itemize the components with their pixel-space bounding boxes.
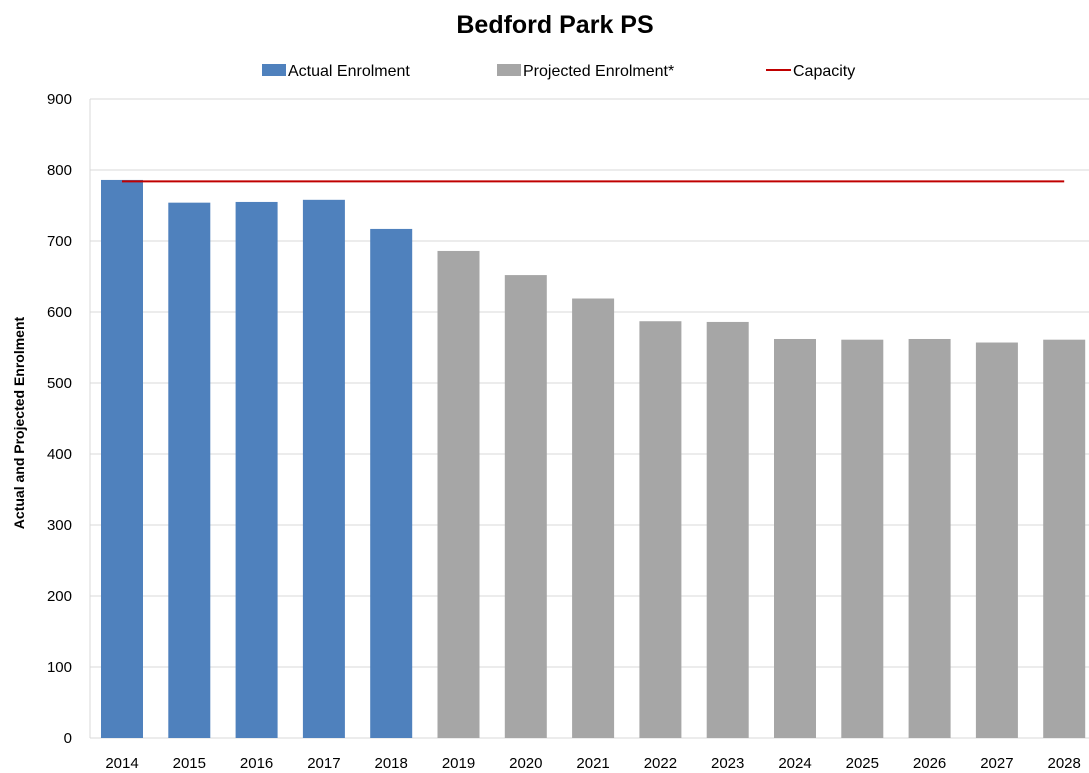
y-tick-label: 400: [47, 446, 72, 463]
bar-2015: [168, 203, 210, 738]
x-tick-label: 2025: [846, 755, 879, 772]
x-tick-label: 2028: [1048, 755, 1081, 772]
y-tick-label: 0: [64, 730, 72, 747]
x-tick-label: 2027: [980, 755, 1013, 772]
x-tick-label: 2022: [644, 755, 677, 772]
x-tick-label: 2016: [240, 755, 273, 772]
y-tick-label: 700: [47, 233, 72, 250]
x-tick-label: 2024: [778, 755, 811, 772]
legend-label: Capacity: [793, 63, 855, 80]
bar-2028: [1043, 340, 1085, 738]
x-tick-label: 2021: [576, 755, 609, 772]
y-tick-label: 800: [47, 162, 72, 179]
y-tick-label: 900: [47, 91, 72, 108]
x-tick-label: 2026: [913, 755, 946, 772]
bar-2023: [707, 322, 749, 738]
bar-2026: [909, 339, 951, 738]
x-tick-label: 2018: [375, 755, 408, 772]
legend-swatch: [497, 64, 521, 76]
y-tick-label: 100: [47, 659, 72, 676]
y-tick-label: 300: [47, 517, 72, 534]
chart-title: Bedford Park PS: [456, 11, 653, 39]
bar-2022: [639, 321, 681, 738]
legend: Actual Enrolment Projected Enrolment* Capa…: [262, 63, 855, 80]
bar-2017: [303, 200, 345, 738]
bar-2027: [976, 343, 1018, 738]
legend-label: Actual Enrolment: [288, 63, 410, 80]
y-tick-label: 600: [47, 304, 72, 321]
bar-2020: [505, 275, 547, 738]
x-tick-label: 2015: [173, 755, 206, 772]
legend-swatch: [262, 64, 286, 76]
y-axis-ticks: 0 100 200 300 400 500 600 700 800 900: [47, 91, 72, 747]
legend-label: Projected Enrolment*: [523, 63, 674, 80]
bar-2025: [841, 340, 883, 738]
x-tick-label: 2020: [509, 755, 542, 772]
bars: [101, 180, 1085, 738]
x-tick-label: 2017: [307, 755, 340, 772]
y-tick-label: 500: [47, 375, 72, 392]
x-tick-label: 2014: [105, 755, 138, 772]
y-tick-label: 200: [47, 588, 72, 605]
bar-2019: [438, 251, 480, 738]
bar-2014: [101, 180, 143, 738]
bar-2021: [572, 299, 614, 738]
bar-2016: [236, 202, 278, 738]
y-axis-title: Actual and Projected Enrolment: [11, 316, 27, 529]
bar-2024: [774, 339, 816, 738]
bar-2018: [370, 229, 412, 738]
x-axis-ticks: 2014 2015 2016 2017 2018 2019 2020 2021 2022 2023…: [105, 755, 1081, 772]
x-tick-label: 2019: [442, 755, 475, 772]
x-tick-label: 2023: [711, 755, 744, 772]
